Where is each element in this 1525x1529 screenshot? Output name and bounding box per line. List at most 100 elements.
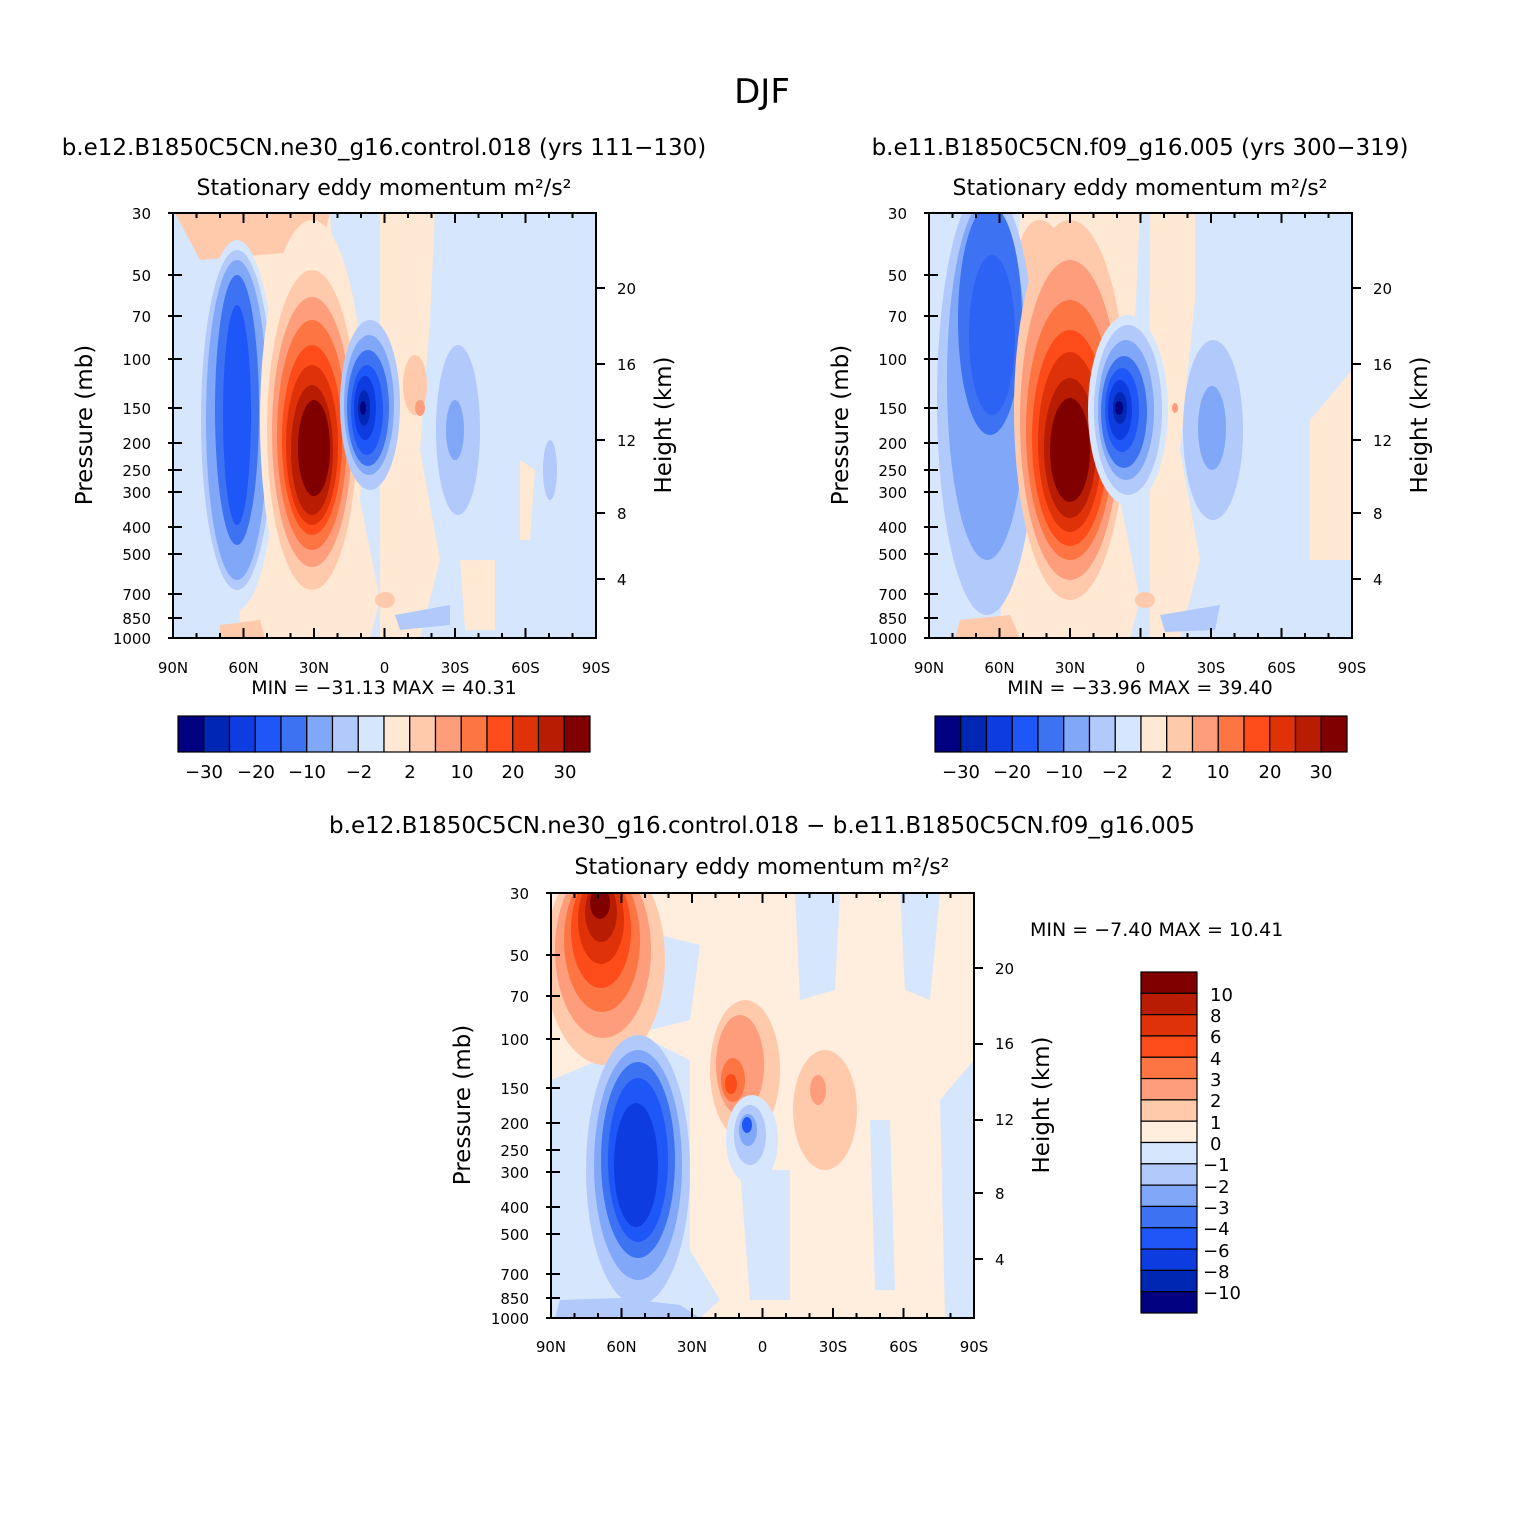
colorbar-box bbox=[1114, 715, 1142, 753]
colorbar-label: −30 bbox=[942, 762, 980, 783]
y-axis-label: Pressure (mb) bbox=[828, 345, 854, 505]
right-tick-label: 8 bbox=[617, 505, 627, 523]
colorbar-box bbox=[1166, 715, 1194, 753]
colorbar-box bbox=[1011, 715, 1039, 753]
colorbar-label: 3 bbox=[1210, 1070, 1221, 1091]
colorbar-box bbox=[1140, 1141, 1198, 1165]
y-axis-label: Pressure (mb) bbox=[450, 1025, 476, 1185]
colorbar-box bbox=[1140, 971, 1198, 994]
min-max-stats: MIN = −31.13 MAX = 40.31 bbox=[251, 677, 516, 699]
x-axis: 90N 60N 30N 0 30S 60S 90S bbox=[536, 1338, 988, 1356]
x-tick-label: 0 bbox=[758, 1338, 768, 1356]
y-tick-label: 30 bbox=[888, 205, 907, 223]
colorbar-label: −10 bbox=[288, 762, 326, 783]
contour-region bbox=[725, 1074, 737, 1094]
variable-label: Stationary eddy momentum m²/s² bbox=[197, 176, 572, 201]
colorbar bbox=[177, 715, 591, 753]
y-tick-label: 100 bbox=[878, 351, 907, 369]
colorbar-box bbox=[409, 715, 437, 753]
contour-region bbox=[1160, 605, 1220, 632]
colorbar-label: −2 bbox=[346, 762, 373, 783]
colorbar-box bbox=[1140, 1099, 1198, 1122]
y-tick-label: 850 bbox=[500, 1290, 529, 1308]
y-tick-label: 850 bbox=[122, 610, 151, 628]
contour-region bbox=[403, 355, 427, 415]
min-max-stats: MIN = −33.96 MAX = 39.40 bbox=[1007, 677, 1272, 699]
y-tick-label: 250 bbox=[878, 462, 907, 480]
contour-fill bbox=[173, 213, 596, 638]
x-tick-label: 90S bbox=[1338, 659, 1367, 677]
right-tick-label: 16 bbox=[995, 1035, 1014, 1053]
colorbar-label: 20 bbox=[1259, 762, 1282, 783]
colorbar-box bbox=[537, 715, 565, 753]
contour-region bbox=[223, 305, 251, 525]
colorbar-labels: 10 8 6 4 3 2 1 0 −1 −2 −3 −4 −6 −8 −10 bbox=[1203, 985, 1241, 1304]
right-axis-label: Height (km) bbox=[1029, 1036, 1055, 1173]
colorbar-box bbox=[1063, 715, 1091, 753]
colorbar-box bbox=[1140, 1248, 1198, 1271]
y-axis-right: 20 16 12 8 4 Height (km) bbox=[617, 280, 677, 589]
y-tick-label: 400 bbox=[878, 519, 907, 537]
contour-fill bbox=[551, 893, 974, 1318]
contour-region bbox=[1198, 386, 1226, 470]
colorbar-label: −2 bbox=[1102, 762, 1129, 783]
colorbar-box bbox=[1269, 715, 1297, 753]
colorbar-box bbox=[1140, 1163, 1198, 1186]
contour-region bbox=[415, 400, 425, 416]
y-tick-label: 200 bbox=[500, 1115, 529, 1133]
colorbar-label: 10 bbox=[1207, 762, 1230, 783]
colorbar-box bbox=[177, 715, 205, 753]
right-tick-label: 12 bbox=[617, 432, 636, 450]
x-tick-label: 30S bbox=[819, 1338, 848, 1356]
contour-region bbox=[446, 400, 464, 460]
panel-control: b.e12.B1850C5CN.ne30_g16.control.018 (yr… bbox=[62, 135, 707, 783]
y-tick-label: 150 bbox=[878, 400, 907, 418]
y-tick-label: 500 bbox=[878, 546, 907, 564]
x-tick-label: 30S bbox=[1197, 659, 1226, 677]
contour-region bbox=[1050, 398, 1090, 502]
figure-title: DJF bbox=[734, 72, 790, 112]
contour-region bbox=[555, 1298, 700, 1318]
colorbar-label: 0 bbox=[1210, 1134, 1221, 1155]
y-tick-label: 70 bbox=[888, 308, 907, 326]
right-tick-label: 20 bbox=[995, 960, 1014, 978]
contour-region bbox=[742, 1117, 752, 1133]
right-tick-label: 16 bbox=[1373, 356, 1392, 374]
colorbar-box bbox=[1140, 1184, 1198, 1208]
colorbar-box bbox=[1191, 715, 1219, 753]
colorbar-label: −20 bbox=[237, 762, 275, 783]
y-tick-label: 250 bbox=[500, 1142, 529, 1160]
colorbar-label: −1 bbox=[1203, 1155, 1230, 1176]
x-tick-label: 30N bbox=[677, 1338, 707, 1356]
x-tick-label: 90S bbox=[960, 1338, 989, 1356]
contour-region bbox=[614, 1103, 658, 1227]
right-tick-label: 20 bbox=[1373, 280, 1392, 298]
x-tick-label: 60N bbox=[606, 1338, 636, 1356]
y-tick-label: 1000 bbox=[869, 630, 907, 648]
y-tick-label: 30 bbox=[510, 885, 529, 903]
contour-region bbox=[590, 893, 610, 919]
contour-region bbox=[360, 401, 366, 415]
contour-region bbox=[900, 893, 940, 1000]
colorbar-box bbox=[434, 715, 462, 753]
colorbar-label: −6 bbox=[1203, 1241, 1230, 1262]
colorbar-box bbox=[460, 715, 488, 753]
colorbar-box bbox=[486, 715, 514, 753]
tick-marks bbox=[168, 212, 605, 639]
y-axis-right: 20 16 12 8 4 Height (km) bbox=[1373, 280, 1433, 589]
right-tick-label: 8 bbox=[995, 1185, 1005, 1203]
panel-reference: b.e11.B1850C5CN.f09_g16.005 (yrs 300−319… bbox=[828, 135, 1433, 783]
contour-region bbox=[969, 255, 1015, 415]
colorbar-box bbox=[1243, 715, 1271, 753]
y-tick-label: 500 bbox=[500, 1226, 529, 1244]
x-axis: 90N 60N 30N 0 30S 60S 90S bbox=[914, 659, 1366, 677]
y-axis-label: Pressure (mb) bbox=[72, 345, 98, 505]
colorbar-box bbox=[985, 715, 1013, 753]
tick-marks bbox=[924, 212, 1361, 639]
contour-region bbox=[543, 440, 557, 500]
right-tick-label: 20 bbox=[617, 280, 636, 298]
contour-region bbox=[380, 213, 440, 638]
colorbar-label: 10 bbox=[451, 762, 474, 783]
contour-region bbox=[955, 615, 1020, 638]
